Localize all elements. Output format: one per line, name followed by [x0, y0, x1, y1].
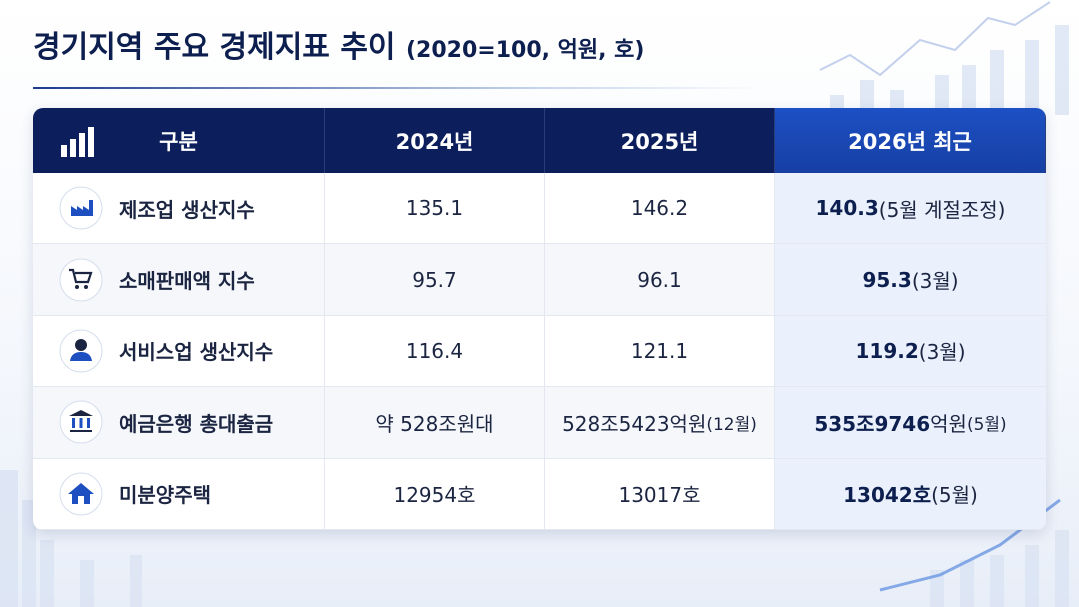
title-sub: (2020=100, 억원, 호)	[406, 38, 645, 63]
title-rule	[33, 87, 763, 89]
column-header: 2026년 최근	[775, 108, 1046, 173]
cell-value: 528조5423억원 (12월)	[545, 387, 775, 459]
row-label-text: 예금은행 총대출금	[119, 411, 274, 436]
row-label-text: 제조업 생산지수	[119, 197, 255, 222]
title-main: 경기지역 주요 경제지표 추이	[33, 30, 396, 65]
row-icon	[59, 472, 103, 516]
note: (5월)	[931, 483, 978, 508]
note: (5월)	[966, 414, 1007, 435]
row-icon	[59, 258, 103, 302]
value: 13042호	[843, 483, 932, 508]
cell-value: 121.1	[545, 315, 775, 388]
cell-value: 119.2 (3월)	[775, 315, 1046, 388]
cell-value: 146.2	[545, 173, 775, 245]
row-label: 소매판매액 지수	[33, 244, 325, 316]
unit: 억원	[930, 411, 967, 436]
title: 경기지역 주요 경제지표 추이 (2020=100, 억원, 호)	[33, 22, 644, 66]
note: (3월)	[918, 340, 966, 365]
value: 119.2	[855, 338, 919, 363]
row-label-text: 미분양주택	[119, 483, 211, 508]
cell-value: 95.7	[325, 244, 545, 316]
column-header-text: 구분	[159, 129, 198, 154]
value: 535조9746	[814, 411, 931, 436]
cell-value: 135.1	[325, 173, 545, 245]
column-header: 2024년	[325, 108, 545, 173]
column-header: 구분	[33, 108, 325, 173]
value: 140.3	[815, 196, 879, 221]
cell-value: 약 528조원대	[325, 387, 545, 459]
row-label: 예금은행 총대출금	[33, 387, 325, 459]
note: (3월)	[911, 269, 959, 294]
cell-value: 95.3 (3월)	[775, 244, 1046, 316]
cell-value: 96.1	[545, 244, 775, 316]
row-icon	[59, 186, 103, 230]
row-label: 제조업 생산지수	[33, 173, 325, 245]
note: (5월 계절조정)	[878, 197, 1006, 222]
header-icon	[60, 126, 94, 157]
column-header: 2025년	[545, 108, 775, 173]
table: 구분 2024년 2025년 2026년 최근 제조업 생산지수 135.1 146.2 14…	[33, 108, 1046, 530]
cell-value: 140.3 (5월 계절조정)	[775, 173, 1046, 245]
cell-value: 12954호	[325, 458, 545, 530]
row-label: 서비스업 생산지수	[33, 315, 325, 388]
note: (12월)	[706, 414, 757, 435]
cell-value: 13017호	[545, 458, 775, 530]
value: 95.3	[862, 267, 912, 292]
row-label-text: 소매판매액 지수	[119, 269, 255, 294]
cell-value: 116.4	[325, 315, 545, 388]
row-label-text: 서비스업 생산지수	[119, 340, 274, 365]
cell-value: 535조9746 억원 (5월)	[775, 387, 1046, 459]
row-icon	[59, 400, 103, 444]
row-label: 미분양주택	[33, 458, 325, 530]
row-icon	[59, 329, 103, 373]
cell-value: 13042호 (5월)	[775, 458, 1046, 530]
value: 528조5423억원	[562, 411, 707, 436]
